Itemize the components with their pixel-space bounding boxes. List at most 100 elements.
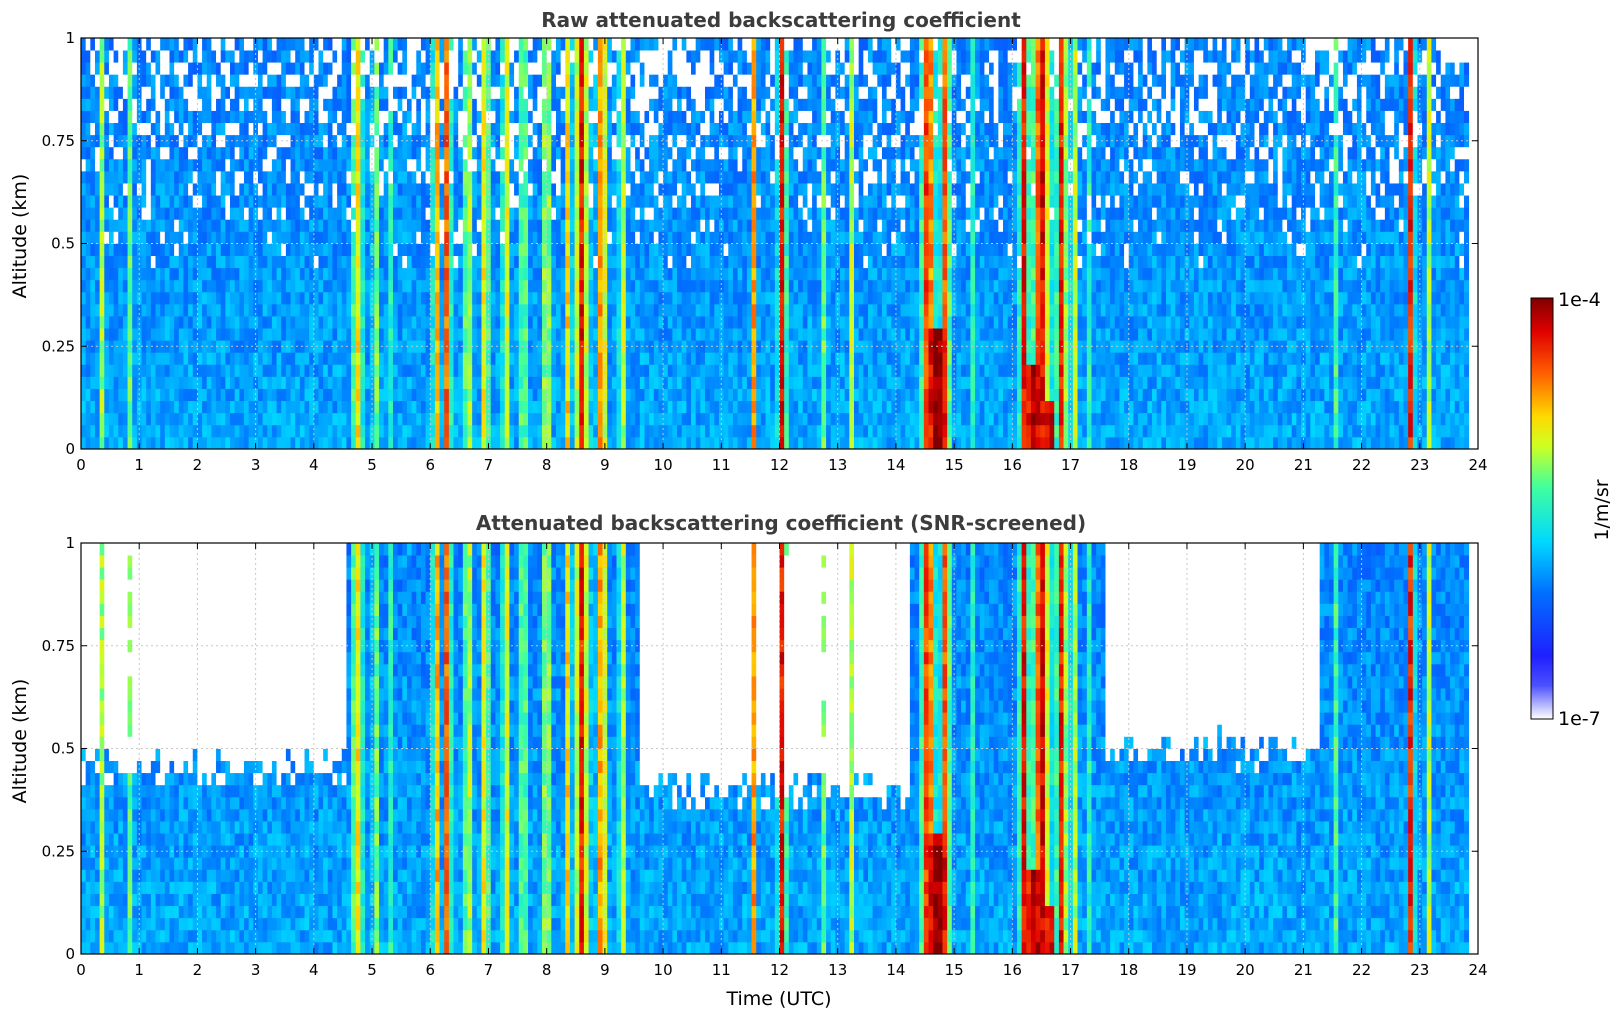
heatmap-cell — [723, 170, 729, 184]
heatmap-cell — [523, 98, 529, 111]
heatmap-cell — [351, 400, 357, 414]
heatmap-cell — [569, 412, 576, 426]
heatmap-cell — [271, 388, 277, 402]
heatmap-cell — [500, 291, 506, 305]
heatmap-cell — [388, 316, 394, 329]
heatmap-cell — [574, 255, 580, 269]
heatmap-cell — [630, 231, 636, 244]
heatmap-cell — [514, 316, 520, 329]
heatmap-cell — [108, 158, 114, 172]
heatmap-cell — [155, 86, 161, 99]
heatmap-cell — [700, 376, 706, 389]
heatmap-cell — [537, 74, 543, 87]
heatmap-cell — [202, 110, 208, 124]
heatmap-cell — [341, 207, 347, 220]
heatmap-cell — [262, 110, 268, 124]
heatmap-cell — [397, 122, 403, 136]
heatmap-cell — [448, 388, 454, 402]
heatmap-cell — [206, 388, 212, 402]
heatmap-cell — [122, 340, 128, 353]
heatmap-cell — [136, 364, 142, 377]
heatmap-cell — [453, 352, 459, 365]
heatmap-cell — [504, 207, 510, 220]
heatmap-cell — [714, 98, 720, 111]
heatmap-cell — [695, 207, 701, 220]
heatmap-cell — [318, 279, 324, 293]
heatmap-cell — [560, 328, 566, 341]
heatmap-cell — [267, 352, 273, 365]
heatmap-cell — [374, 207, 380, 220]
heatmap-cell — [597, 207, 603, 220]
heatmap-cell — [723, 50, 729, 63]
heatmap-cell — [453, 316, 459, 329]
heatmap-cell — [602, 400, 608, 414]
heatmap-cell — [588, 62, 594, 75]
heatmap-cell — [751, 50, 757, 63]
heatmap-cell — [323, 400, 329, 414]
heatmap-cell — [546, 158, 552, 172]
heatmap-cell — [304, 376, 310, 389]
heatmap-cell — [169, 38, 175, 51]
heatmap-cell — [323, 38, 329, 51]
heatmap-cell — [104, 328, 110, 341]
heatmap-cell — [248, 316, 254, 329]
heatmap-cell — [476, 400, 482, 414]
heatmap-cell — [495, 243, 501, 256]
heatmap-cell — [732, 412, 738, 426]
heatmap-cell — [332, 400, 338, 414]
heatmap-cell — [262, 279, 268, 293]
heatmap-cell — [178, 38, 184, 51]
heatmap-cell — [169, 195, 175, 208]
heatmap-cell — [444, 74, 450, 87]
heatmap-cell — [178, 328, 184, 341]
heatmap-cell — [136, 376, 142, 389]
heatmap-cell — [625, 255, 631, 269]
heatmap-cell — [597, 279, 603, 293]
heatmap-cell — [239, 74, 245, 87]
heatmap-cell — [602, 424, 608, 438]
heatmap-cell — [169, 436, 175, 450]
heatmap-cell — [542, 122, 548, 136]
heatmap-cell — [704, 50, 711, 63]
heatmap-cell — [267, 279, 273, 293]
heatmap-cell — [425, 255, 431, 269]
heatmap-cell — [174, 352, 180, 365]
heatmap-cell — [658, 255, 664, 269]
heatmap-cell — [490, 170, 496, 184]
heatmap-cell — [351, 352, 357, 365]
heatmap-cell — [351, 303, 357, 317]
heatmap-cell — [681, 146, 687, 160]
heatmap-cell — [658, 86, 664, 99]
heatmap-cell — [337, 376, 343, 389]
heatmap-cell — [327, 364, 333, 377]
heatmap-cell — [402, 243, 408, 256]
heatmap-cell — [653, 436, 659, 450]
heatmap-cell — [290, 364, 296, 377]
heatmap-cell — [700, 243, 706, 256]
heatmap-cell — [127, 86, 133, 99]
heatmap-cell — [309, 122, 315, 136]
heatmap-cell — [220, 122, 226, 136]
heatmap-cell — [374, 400, 380, 414]
heatmap-cell — [583, 243, 589, 256]
heatmap-cell — [216, 436, 222, 450]
heatmap-cell — [202, 98, 208, 111]
heatmap-cell — [760, 303, 766, 317]
heatmap-cell — [397, 243, 403, 256]
heatmap-cell — [677, 122, 683, 136]
heatmap-cell — [462, 122, 468, 136]
heatmap-cell — [709, 255, 715, 269]
heatmap-cell — [406, 110, 413, 124]
heatmap-cell — [490, 303, 496, 317]
heatmap-cell — [528, 50, 534, 63]
heatmap-cell — [467, 388, 473, 402]
heatmap-cell — [234, 352, 240, 365]
heatmap-cell — [355, 170, 361, 184]
heatmap-cell — [318, 38, 324, 51]
heatmap-cell — [686, 134, 692, 148]
heatmap-cell — [579, 219, 585, 232]
heatmap-cell — [583, 388, 589, 402]
heatmap-cell — [635, 231, 641, 244]
heatmap-cell — [309, 388, 315, 402]
heatmap-cell — [192, 207, 198, 220]
